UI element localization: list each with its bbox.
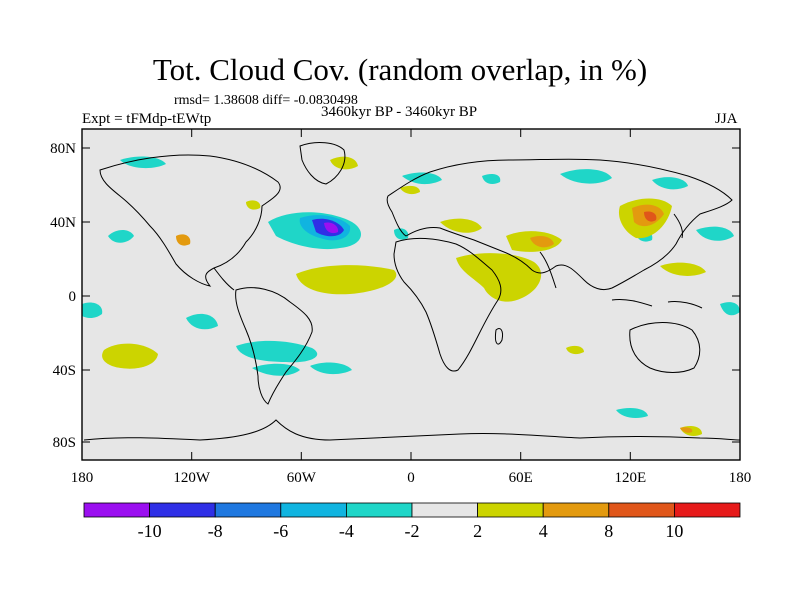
lon-tick-label: 60W [287, 470, 317, 486]
colorbar-label: -6 [273, 521, 288, 541]
lat-tick-label: 0 [69, 289, 77, 305]
lon-tick-label: 60E [509, 470, 533, 486]
experiment-label: Expt = tFMdp-tEWtp [82, 111, 212, 127]
anomaly-patch-china-core [644, 211, 657, 222]
colorbar-swatch [608, 502, 675, 518]
longitude-axis: 180 120W 60W 0 60E 120E 180 [71, 129, 752, 486]
colorbar-swatch [477, 502, 544, 518]
coastline-antarctica [83, 419, 741, 441]
colorbar-label: 8 [604, 521, 613, 541]
lon-tick-label: 120E [614, 470, 646, 486]
lon-tick-label: 180 [729, 470, 752, 486]
lon-tick-label: 0 [407, 470, 415, 486]
anomaly-patch [246, 200, 261, 210]
coastline-south-america [235, 287, 313, 405]
coastline-central-america [213, 267, 235, 291]
coastline-madagascar [495, 327, 503, 345]
colorbar-swatch [214, 502, 282, 518]
anomaly-patch [120, 156, 166, 169]
anomaly-patch [236, 340, 318, 363]
anomaly-patch [616, 408, 648, 418]
anomaly-patch [566, 345, 584, 355]
anomaly-patch [680, 427, 693, 433]
anomaly-patch [108, 230, 134, 243]
coastline-africa [393, 237, 502, 372]
colorbar-label: -8 [208, 521, 223, 541]
latitude-axis: 80N 40N 0 40S 80S [50, 141, 740, 451]
lat-tick-label: 40N [50, 215, 76, 231]
colorbar-label: -10 [138, 521, 162, 541]
anomaly-patch [652, 177, 688, 190]
anomaly-patch-india [530, 236, 554, 248]
lat-tick-label: 40S [53, 363, 76, 379]
lat-tick-label: 80N [50, 141, 76, 157]
map-title: Tot. Cloud Cov. (random overlap, in %) [152, 52, 648, 87]
coastline-greenland [299, 142, 346, 185]
colorbar-label: 2 [473, 521, 482, 541]
map-background [82, 129, 740, 460]
colorbar-label: 4 [539, 521, 548, 541]
lon-tick-label: 180 [71, 470, 94, 486]
coastline-eurasia [386, 158, 733, 291]
colorbar-swatch [411, 502, 478, 518]
coastlines [83, 142, 741, 441]
anomaly-patch [186, 313, 218, 330]
anomaly-patch [252, 363, 300, 376]
lat-tick-label: 80S [53, 435, 76, 451]
coastline-india [539, 251, 557, 289]
coastline-north-america [99, 154, 281, 287]
anomaly-patch [102, 343, 158, 369]
colorbar-label: -4 [339, 521, 354, 541]
colorbar-swatch [149, 502, 216, 518]
coastline-indonesia [611, 299, 703, 309]
anomaly-shading [82, 156, 740, 436]
anomaly-patch [82, 302, 103, 318]
colorbar-swatch [83, 502, 150, 518]
colorbar-swatch [674, 502, 741, 518]
anomaly-patch [482, 174, 501, 184]
colorbar-swatch [542, 502, 610, 518]
anomaly-patch [696, 226, 734, 241]
anomaly-patch [394, 228, 409, 240]
period-label: 3460kyr BP - 3460kyr BP [321, 104, 478, 120]
anomaly-patch [310, 362, 352, 375]
colorbar-swatch [345, 502, 413, 518]
colorbar-label: -2 [405, 521, 420, 541]
anomaly-patch [660, 262, 706, 276]
anomaly-patch [456, 253, 542, 302]
anomaly-patch [560, 169, 612, 184]
colorbar-swatch [280, 502, 347, 518]
lon-tick-label: 120W [173, 470, 211, 486]
colorbar: -10 -8 -6 -4 -2 2 4 8 10 [83, 502, 741, 541]
anomaly-patch [720, 302, 740, 316]
anomaly-patch [176, 234, 191, 246]
coastline-japan [673, 213, 683, 239]
anomaly-patch [296, 265, 397, 295]
colorbar-label: 10 [665, 521, 683, 541]
anomaly-patch [440, 218, 482, 233]
anomaly-patch-atlantic-max [324, 222, 339, 234]
season-label: JJA [715, 111, 738, 127]
coastline-australia [629, 322, 701, 373]
anomaly-patch [400, 185, 420, 195]
stats-text: rmsd= 1.38608 diff= -0.0830498 [174, 93, 358, 108]
